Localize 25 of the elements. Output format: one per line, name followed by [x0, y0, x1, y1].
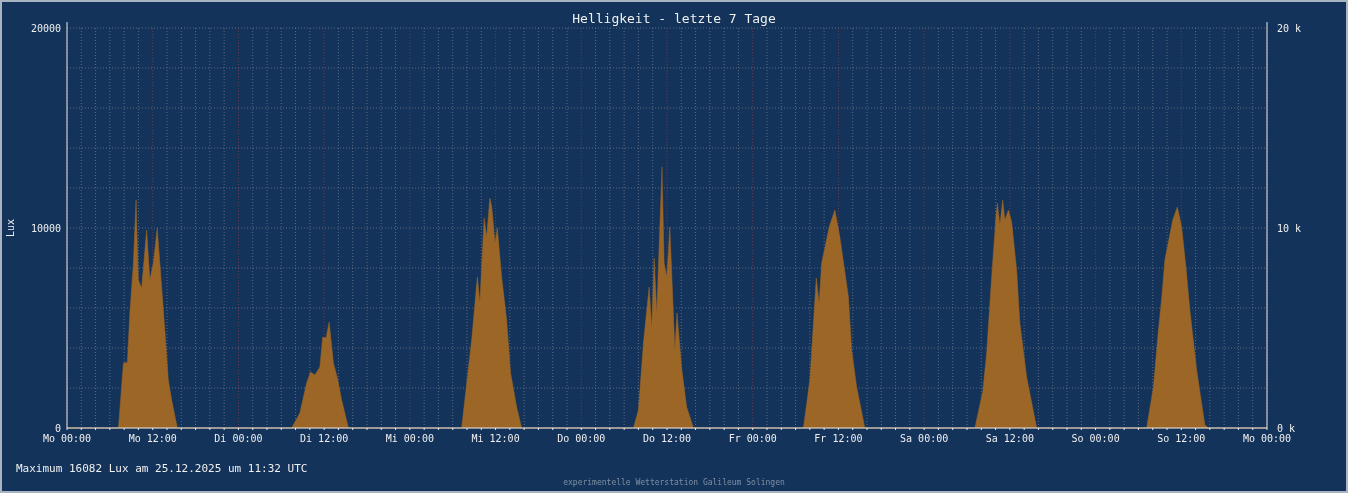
x-tick-label: Sa 00:00 [900, 433, 949, 444]
x-tick-label: Mo 12:00 [128, 433, 177, 444]
text: experimentelle Wetterstation Galileum Solingen [563, 478, 785, 487]
x-tick-label: Di 12:00 [300, 433, 349, 444]
x-tick-label: Fr 12:00 [814, 433, 863, 444]
x-tick-label: Di 00:00 [214, 433, 263, 444]
x-tick-label: Mo 00:00 [42, 433, 92, 444]
y2-tick-label: 10 k [1277, 223, 1302, 234]
x-tick-label: So 00:00 [1071, 433, 1120, 444]
y2-tick-label: 0 k [1277, 423, 1296, 434]
x-tick-label: Do 12:00 [642, 433, 692, 444]
x-tick-label: Fr 00:00 [728, 433, 777, 444]
y2-tick-label: 20 k [1277, 23, 1302, 34]
x-tick-label: Mi 00:00 [385, 433, 434, 444]
text: Maximum 16082 Lux am 25.12.2025 um 11:32 UTC [16, 462, 308, 475]
x-tick-label: Mi 12:00 [471, 433, 520, 444]
x-tick-label: So 12:00 [1157, 433, 1206, 444]
chart-title: Helligkeit - letzte 7 Tage [572, 11, 776, 26]
y-tick-label: 10000 [30, 223, 61, 234]
y-tick-label: 0 [54, 423, 61, 434]
x-tick-label: Do 00:00 [557, 433, 606, 444]
x-tick-label: Sa 12:00 [985, 433, 1034, 444]
y-axis-title: Lux [5, 218, 16, 238]
x-tick-label: Mo 00:00 [1242, 433, 1292, 444]
y-tick-label: 20000 [30, 23, 61, 34]
